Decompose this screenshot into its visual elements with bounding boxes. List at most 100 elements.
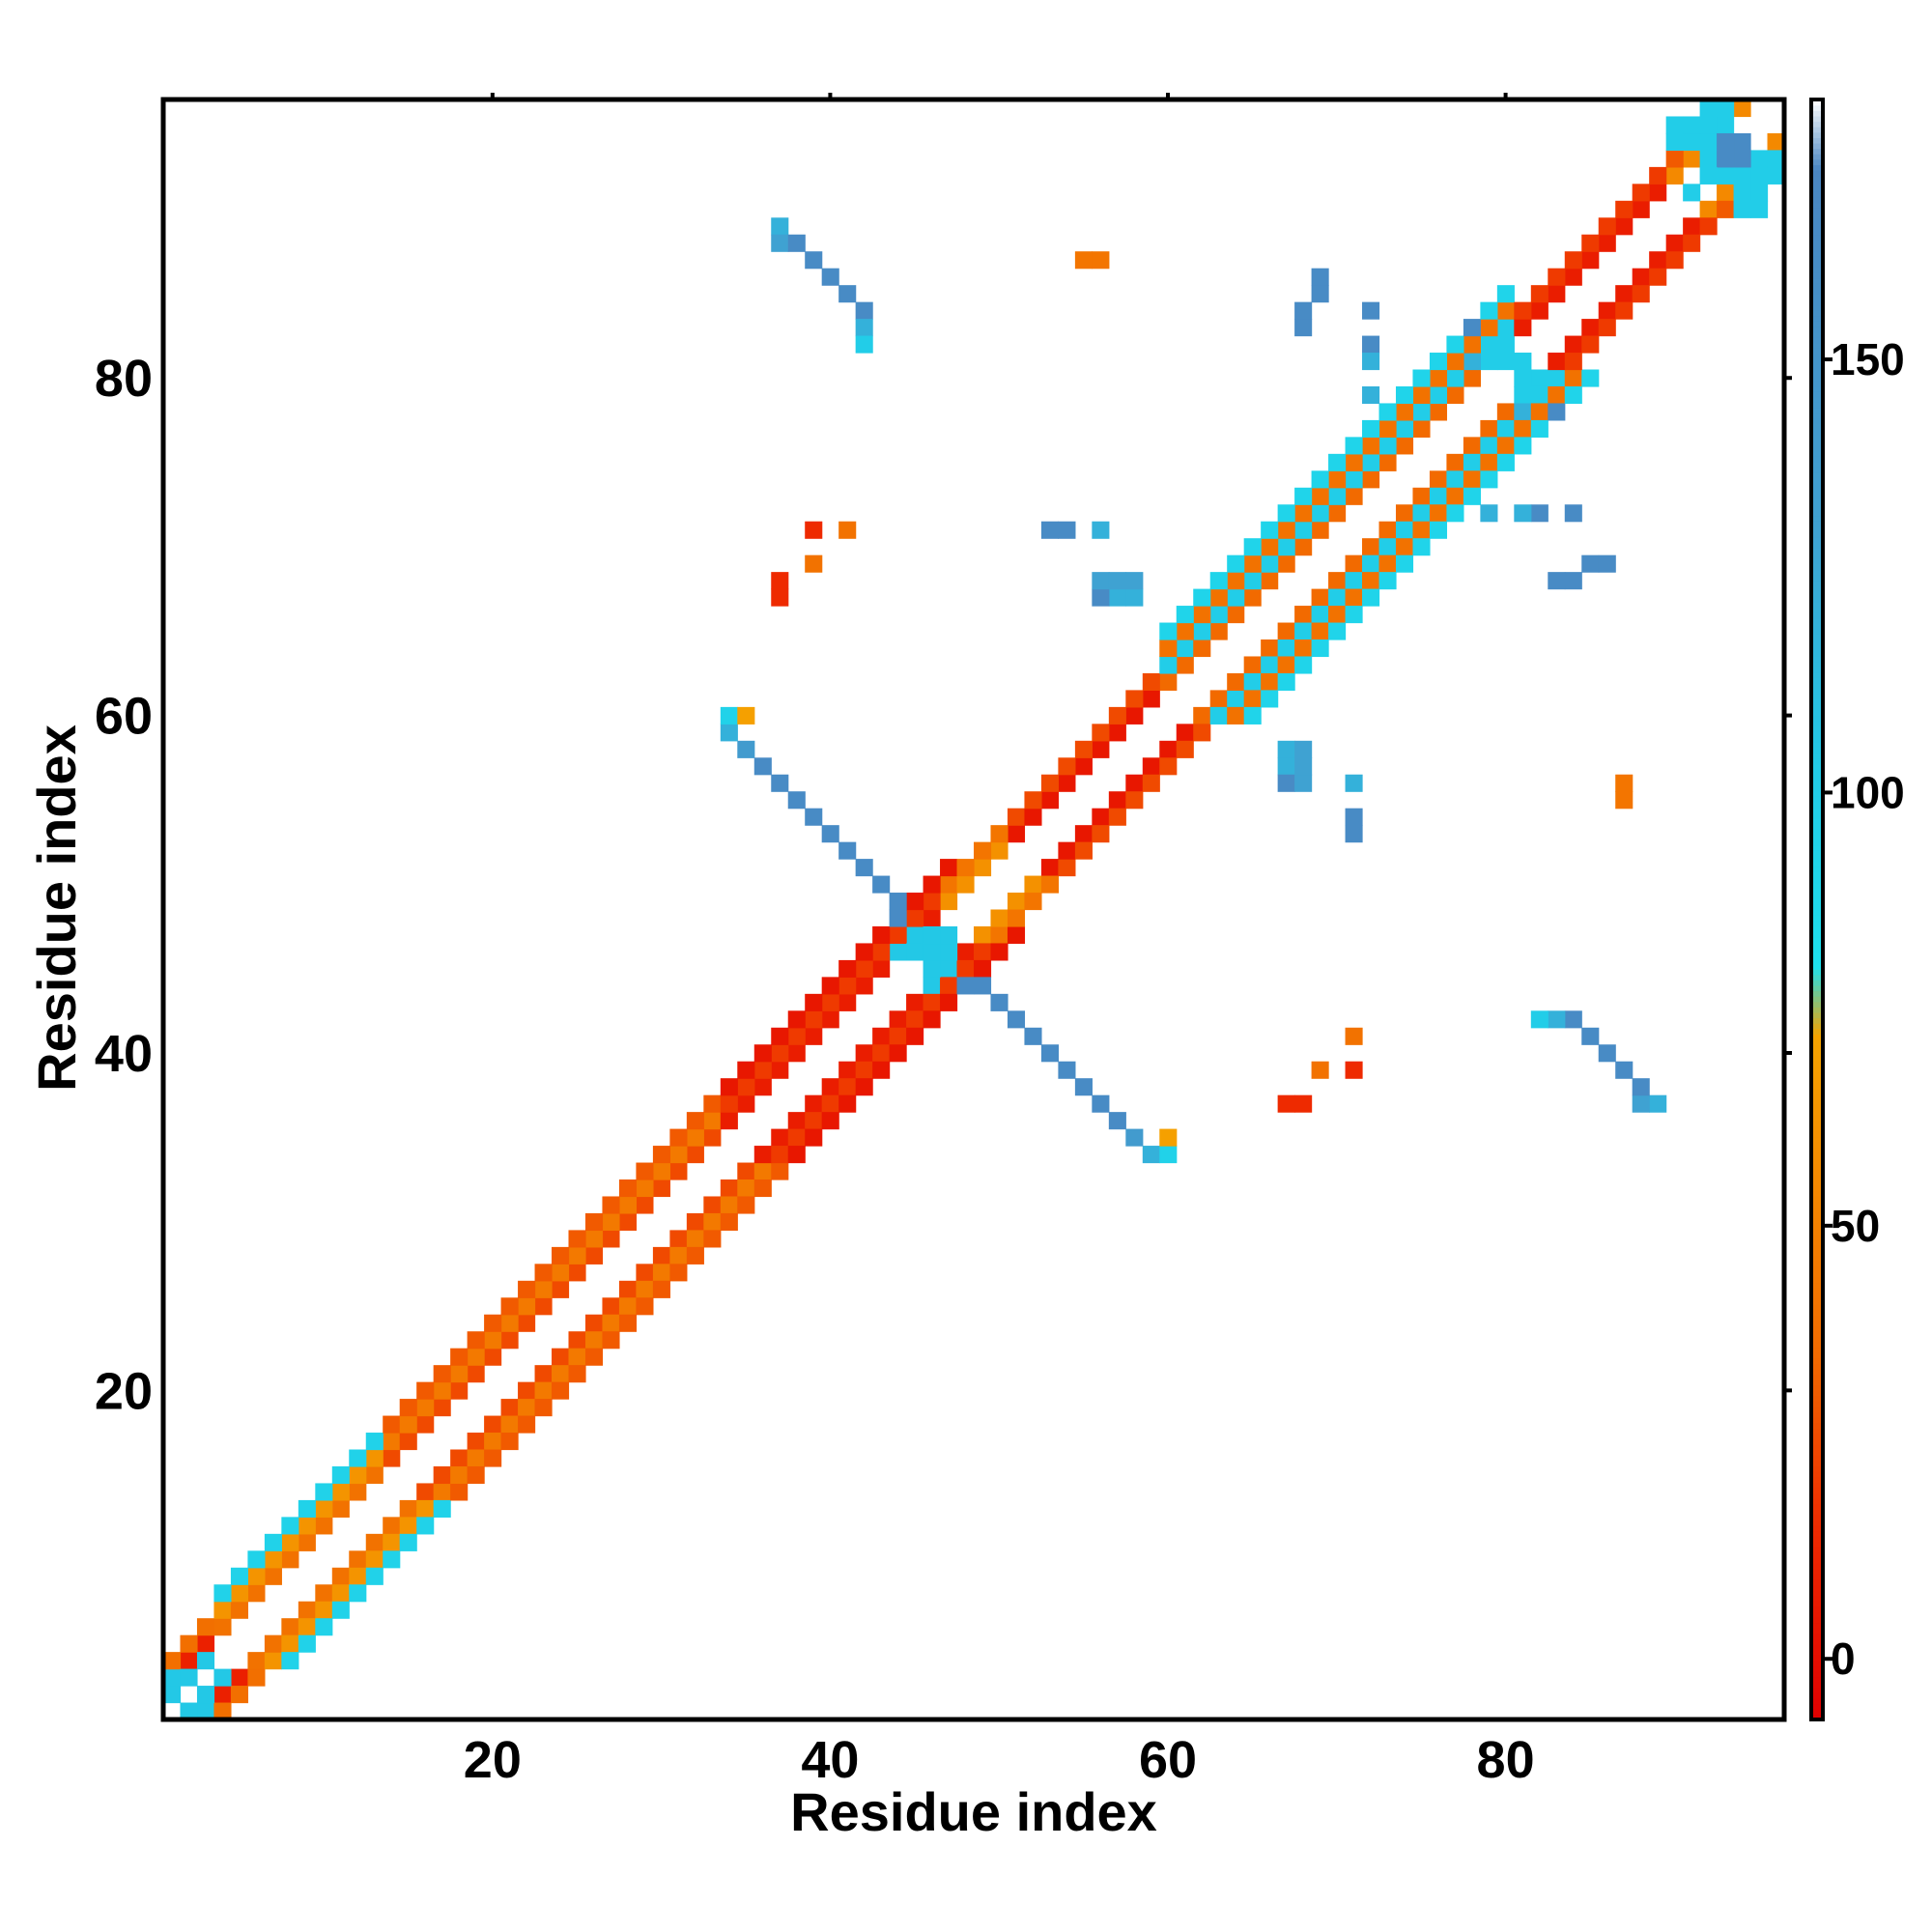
- heatmap-cell: [1496, 403, 1515, 421]
- heatmap-cell: [872, 875, 891, 894]
- heatmap-cell: [365, 1449, 384, 1467]
- heatmap-cell: [1446, 335, 1464, 354]
- heatmap-cell: [568, 1331, 586, 1350]
- heatmap-cell: [990, 925, 1009, 945]
- colorbar-segment: [1811, 925, 1823, 932]
- heatmap-cell: [1530, 385, 1548, 405]
- heatmap-cell: [1092, 740, 1110, 758]
- colorbar-segment: [1811, 358, 1823, 365]
- heatmap-cell: [1209, 622, 1228, 640]
- heatmap-cell: [1074, 841, 1093, 860]
- heatmap-cell: [1683, 184, 1701, 202]
- heatmap-cell: [1717, 99, 1735, 118]
- colorbar-segment: [1811, 1125, 1823, 1132]
- heatmap-cell: [974, 977, 992, 995]
- heatmap-cell: [1581, 369, 1600, 387]
- heatmap-cell: [1548, 268, 1566, 286]
- heatmap-cell: [940, 893, 958, 911]
- colorbar-segment: [1811, 1551, 1823, 1559]
- heatmap-cell: [703, 1196, 722, 1214]
- colorbar-segment: [1811, 191, 1823, 198]
- colorbar-segment: [1811, 639, 1823, 646]
- heatmap-cell: [1581, 234, 1600, 252]
- colorbar-segment: [1811, 244, 1823, 252]
- heatmap-cell: [821, 268, 839, 286]
- colorbar-segment: [1811, 1287, 1823, 1294]
- heatmap-cell: [923, 893, 941, 911]
- heatmap-cell: [753, 1061, 772, 1079]
- heatmap-cell: [1564, 268, 1582, 286]
- heatmap-cell: [1024, 808, 1042, 826]
- heatmap-cell: [1429, 385, 1448, 405]
- heatmap-cell: [1530, 504, 1548, 523]
- heatmap-cell: [281, 1634, 299, 1653]
- colorbar-segment: [1811, 757, 1823, 765]
- colorbar-segment: [1811, 1206, 1823, 1213]
- heatmap-cell: [315, 1618, 333, 1636]
- colorbar-segment: [1811, 515, 1823, 522]
- colorbar-segment: [1811, 731, 1823, 738]
- heatmap-cell: [500, 1331, 519, 1350]
- heatmap-cell: [906, 1010, 924, 1029]
- heatmap-cell: [906, 925, 924, 945]
- heatmap-cell: [1496, 419, 1515, 438]
- heatmap-cell: [365, 1433, 384, 1451]
- heatmap-cell: [1683, 150, 1701, 168]
- colorbar-segment: [1811, 1422, 1823, 1429]
- heatmap-cell: [1395, 504, 1414, 523]
- colorbar-segment: [1811, 828, 1823, 836]
- heatmap-cell: [940, 943, 958, 961]
- heatmap-cell: [196, 1702, 215, 1720]
- heatmap-cell: [602, 1230, 620, 1248]
- colorbar-segment: [1811, 1260, 1823, 1267]
- colorbar-segment: [1811, 1011, 1823, 1019]
- heatmap-cell: [450, 1465, 469, 1485]
- heatmap-cells: [163, 99, 1785, 1720]
- heatmap-cell: [686, 1212, 704, 1232]
- heatmap-cell: [737, 1078, 755, 1096]
- heatmap-cell: [855, 1061, 873, 1079]
- heatmap-cell: [940, 859, 958, 877]
- heatmap-cell: [686, 1128, 704, 1147]
- heatmap-cell: [315, 1499, 333, 1518]
- heatmap-cell: [383, 1415, 401, 1434]
- colorbar-segment: [1811, 688, 1823, 695]
- colorbar-segment: [1811, 234, 1823, 242]
- heatmap-cell: [213, 1618, 232, 1636]
- colorbar-segment: [1811, 984, 1823, 992]
- colorbar-segment: [1811, 980, 1823, 986]
- heatmap-cell: [1412, 403, 1431, 421]
- heatmap-cell: [1328, 606, 1347, 624]
- heatmap-cell: [315, 1584, 333, 1603]
- colorbar-segment: [1811, 1103, 1823, 1111]
- colorbar-segment: [1811, 661, 1823, 668]
- heatmap-cell: [1108, 588, 1126, 607]
- heatmap-cell: [1632, 200, 1650, 218]
- x-tick-label: 80: [1477, 1731, 1535, 1789]
- heatmap-cell: [534, 1399, 553, 1417]
- heatmap-cell: [889, 1010, 907, 1029]
- heatmap-cell: [1615, 774, 1634, 792]
- colorbar-segment: [1811, 1347, 1823, 1353]
- heatmap-cell: [1074, 1078, 1093, 1096]
- colorbar-segment: [1811, 1687, 1823, 1693]
- heatmap-cell: [1328, 622, 1347, 640]
- heatmap-cell: [652, 1280, 670, 1298]
- heatmap-cell: [1108, 724, 1126, 742]
- heatmap-cell: [1699, 132, 1718, 152]
- heatmap-cell: [1598, 217, 1616, 236]
- heatmap-cell: [821, 825, 839, 843]
- heatmap-cell: [1328, 470, 1347, 489]
- colorbar-segment: [1811, 180, 1823, 187]
- heatmap-cell: [753, 1044, 772, 1063]
- colorbar-segment: [1811, 612, 1823, 619]
- heatmap-cell: [855, 1044, 873, 1063]
- colorbar-segment: [1811, 1487, 1823, 1494]
- heatmap-cell: [1108, 1112, 1126, 1130]
- heatmap-cell: [433, 1381, 451, 1400]
- colorbar-segment: [1811, 294, 1823, 300]
- heatmap-cell: [1632, 1078, 1650, 1096]
- colorbar-segment: [1811, 763, 1823, 770]
- heatmap-cell: [805, 521, 823, 539]
- heatmap-cell: [552, 1246, 570, 1264]
